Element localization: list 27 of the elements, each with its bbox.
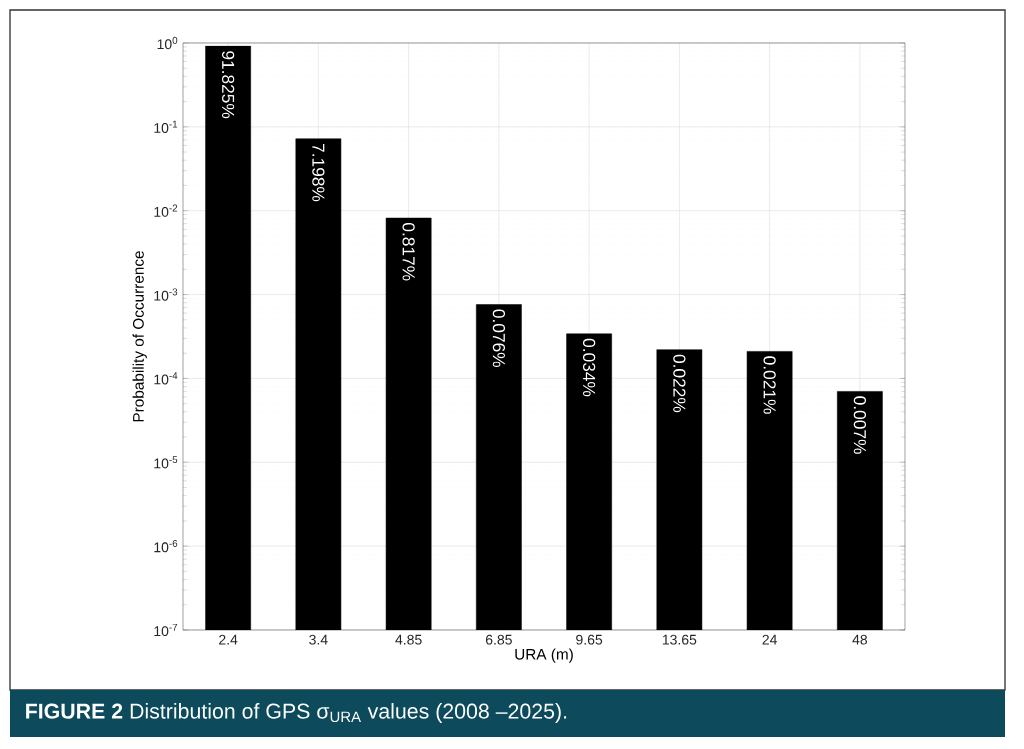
y-tick-label: 10$^{-3}$ bbox=[154, 288, 178, 301]
data-label: 0.021% bbox=[763, 356, 776, 414]
x-tick-label: 4.85 bbox=[395, 634, 422, 645]
y-tick-label: 10$^{-2}$ bbox=[154, 204, 178, 217]
data-label: 0.007% bbox=[853, 396, 867, 454]
text: FIGURE 2 Distribution of GPS σ$_{URA}$ values (2008 –2025). bbox=[26, 703, 567, 723]
x-tick-label: 6.85 bbox=[485, 634, 512, 645]
x-tick-label: 13.65 bbox=[662, 634, 697, 645]
x-tick-label: 24 bbox=[762, 634, 777, 645]
data-label: 0.817% bbox=[402, 223, 415, 281]
x-tick-label: 3.4 bbox=[309, 634, 328, 645]
y-tick-label: 10$^{-7}$ bbox=[154, 623, 178, 637]
data-label: 0.076% bbox=[492, 309, 506, 367]
y-tick-label: 10$^{-5}$ bbox=[154, 456, 178, 469]
data-label: 0.034% bbox=[582, 338, 596, 397]
x-tick-label: 2.4 bbox=[219, 634, 238, 645]
data-label: 7.198% bbox=[312, 144, 325, 202]
y-tick-label: 10$^{-4}$ bbox=[154, 372, 178, 385]
y-tick-label: 10$^{0}$ bbox=[157, 36, 178, 50]
x-axis-title: URA (m) bbox=[515, 648, 573, 663]
x-tick-label: 9.65 bbox=[576, 634, 603, 645]
data-label: 91.825% bbox=[222, 51, 235, 119]
y-tick-label: 10$^{-1}$ bbox=[154, 120, 178, 133]
y-tick-label: 10$^{-6}$ bbox=[154, 540, 178, 553]
y-axis-title: Probability of Occurrence bbox=[132, 251, 147, 422]
x-tick-label: 48 bbox=[852, 634, 868, 645]
data-label: 0.022% bbox=[673, 354, 686, 413]
